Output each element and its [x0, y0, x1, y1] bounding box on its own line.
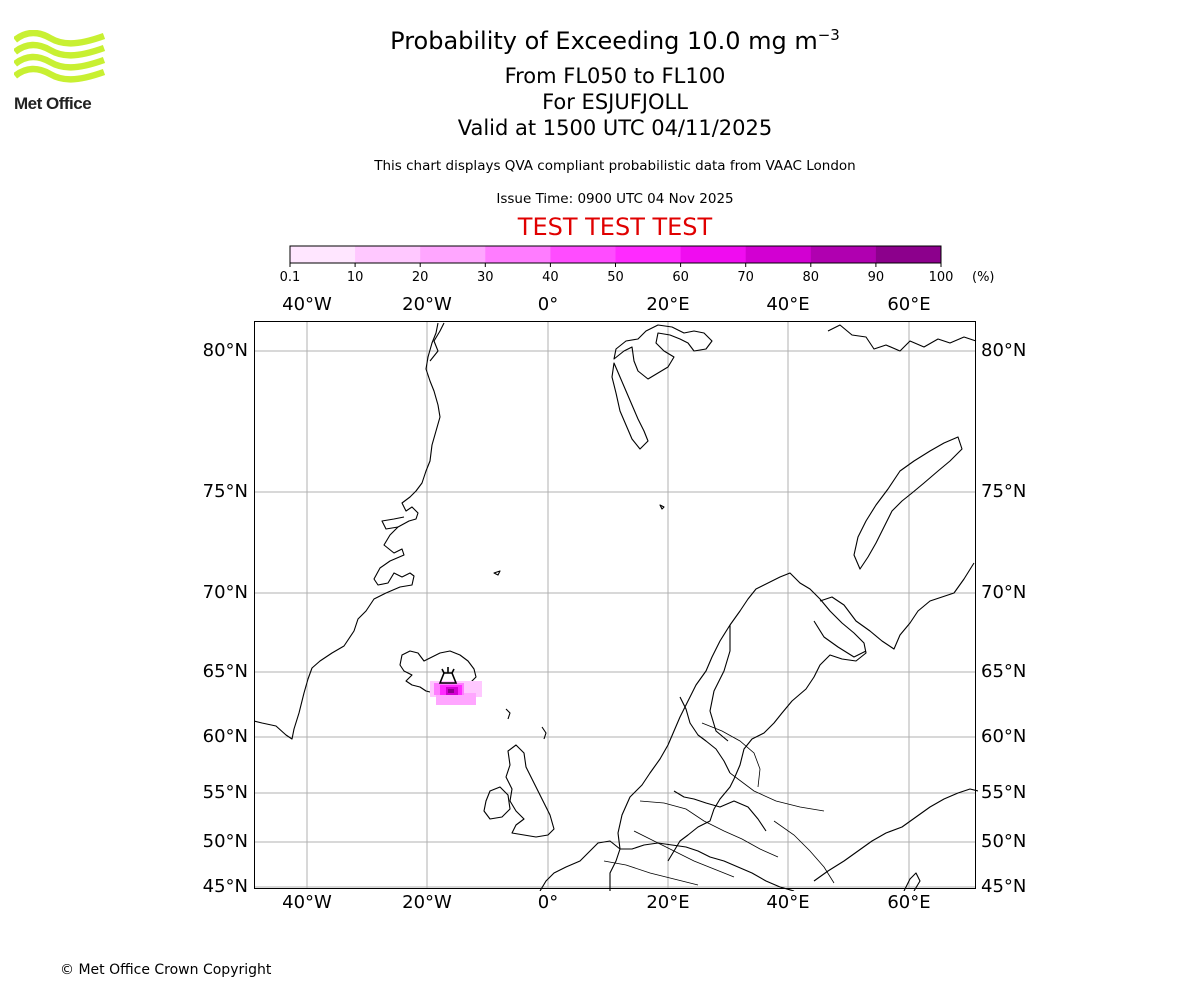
greenland-north-coast: [429, 322, 445, 362]
volcano-marker-icon: [438, 667, 458, 684]
colorbar: [289, 245, 942, 267]
colorbar-cell: [875, 246, 942, 263]
longitude-label: 60°E: [887, 294, 931, 315]
kola-coast: [819, 562, 975, 650]
colorbar-tick-label: 30: [477, 270, 494, 285]
shetland: [541, 726, 547, 740]
flight-level-range: From FL050 to FL100: [504, 64, 726, 88]
colorbar-cell: [615, 246, 682, 263]
greenland-fjord: [381, 516, 405, 530]
colorbar-tick-label: 40: [542, 270, 559, 285]
latitude-label: 50°N: [981, 831, 1027, 852]
latitude-label: 75°N: [202, 481, 248, 502]
chart-title: Probability of Exceeding 10.0 mg m−3: [0, 26, 1200, 55]
ash-probability-plume: [430, 681, 482, 705]
jan-mayen: [493, 570, 501, 576]
latitude-label: 45°N: [981, 876, 1027, 897]
russia-europe-coast: [813, 788, 978, 882]
franz-josef-land: [827, 324, 977, 352]
latitude-label: 60°N: [202, 726, 248, 747]
latitude-label: 60°N: [981, 726, 1027, 747]
svalbard-west: [611, 362, 649, 450]
colorbar-cell: [485, 246, 551, 263]
latitude-label: 65°N: [202, 661, 248, 682]
latitude-label: 55°N: [202, 782, 248, 803]
gulf-of-bothnia: [679, 696, 731, 774]
map: [254, 321, 978, 891]
latitude-label: 80°N: [202, 340, 248, 361]
colorbar-tick-label: 80: [802, 270, 820, 285]
colorbar-tick-label: 0.1: [279, 270, 301, 285]
met-office-waves-icon: [12, 29, 106, 83]
europe-coast: [539, 840, 795, 891]
novaya-zemlya: [853, 436, 963, 570]
longitude-label: 0°: [537, 892, 559, 913]
colorbar-tick-label: 10: [346, 270, 364, 285]
gridlines: [254, 321, 976, 889]
latitude-label: 80°N: [981, 340, 1027, 361]
longitude-label: 0°: [537, 294, 559, 315]
colorbar-cell: [810, 246, 877, 263]
colorbar-unit: (%): [972, 270, 995, 285]
colorbar-cell: [290, 246, 356, 263]
borders: [603, 722, 835, 886]
scandinavia-coast: [609, 572, 867, 891]
coastlines: [254, 322, 978, 891]
greenland-coast: [254, 322, 441, 740]
longitude-label: 40°W: [282, 294, 332, 315]
baltic-coast: [673, 790, 767, 832]
caspian-region: [903, 872, 921, 891]
longitude-label: 20°W: [402, 294, 452, 315]
copyright: © Met Office Crown Copyright: [60, 962, 272, 978]
longitude-label: 20°E: [646, 294, 690, 315]
met-office-logo: Met Office: [12, 29, 108, 114]
volcano-name: For ESJUFJOLL: [542, 90, 688, 114]
colorbar-tick-label: 60: [672, 270, 689, 285]
longitude-label: 40°E: [766, 892, 810, 913]
longitude-label: 20°W: [402, 892, 452, 913]
latitude-label: 45°N: [202, 876, 248, 897]
colorbar-cell: [680, 246, 747, 263]
chart-title-superscript: −3: [817, 26, 840, 44]
latitude-label: 55°N: [981, 782, 1027, 803]
latitude-label: 70°N: [202, 582, 248, 603]
map-frame: [254, 321, 976, 889]
faroe-islands: [505, 708, 511, 720]
latitude-label: 75°N: [981, 481, 1027, 502]
colorbar-tick-label: 50: [607, 270, 624, 285]
ireland: [483, 786, 511, 820]
colorbar-tick-label: 70: [737, 270, 754, 285]
longitude-label: 40°W: [282, 892, 332, 913]
chart-title-text: Probability of Exceeding 10.0 mg m: [390, 27, 818, 55]
met-office-logo-text: Met Office: [14, 94, 92, 113]
valid-time: Valid at 1500 UTC 04/11/2025: [457, 116, 773, 140]
chart-description: This chart displays QVA compliant probab…: [374, 158, 856, 174]
latitude-label: 70°N: [981, 582, 1027, 603]
test-banner: TEST TEST TEST: [517, 213, 713, 241]
great-britain: [505, 744, 555, 838]
latitude-label: 50°N: [202, 831, 248, 852]
finland-border: [709, 625, 731, 742]
colorbar-tick-label: 90: [867, 270, 885, 285]
colorbar-tick-label: 20: [411, 270, 429, 285]
longitude-label: 20°E: [646, 892, 690, 913]
colorbar-cell: [420, 246, 486, 263]
longitude-label: 40°E: [766, 294, 810, 315]
colorbar-tick-label: 100: [928, 270, 954, 285]
colorbar-cell: [550, 246, 616, 263]
latitude-label: 65°N: [981, 661, 1027, 682]
bear-island: [659, 504, 665, 510]
colorbar-cell: [355, 246, 421, 263]
longitude-label: 60°E: [887, 892, 931, 913]
white-sea: [813, 620, 867, 658]
issue-time: Issue Time: 0900 UTC 04 Nov 2025: [496, 191, 734, 207]
colorbar-cell: [745, 246, 812, 263]
svalbard-coast: [613, 324, 713, 380]
